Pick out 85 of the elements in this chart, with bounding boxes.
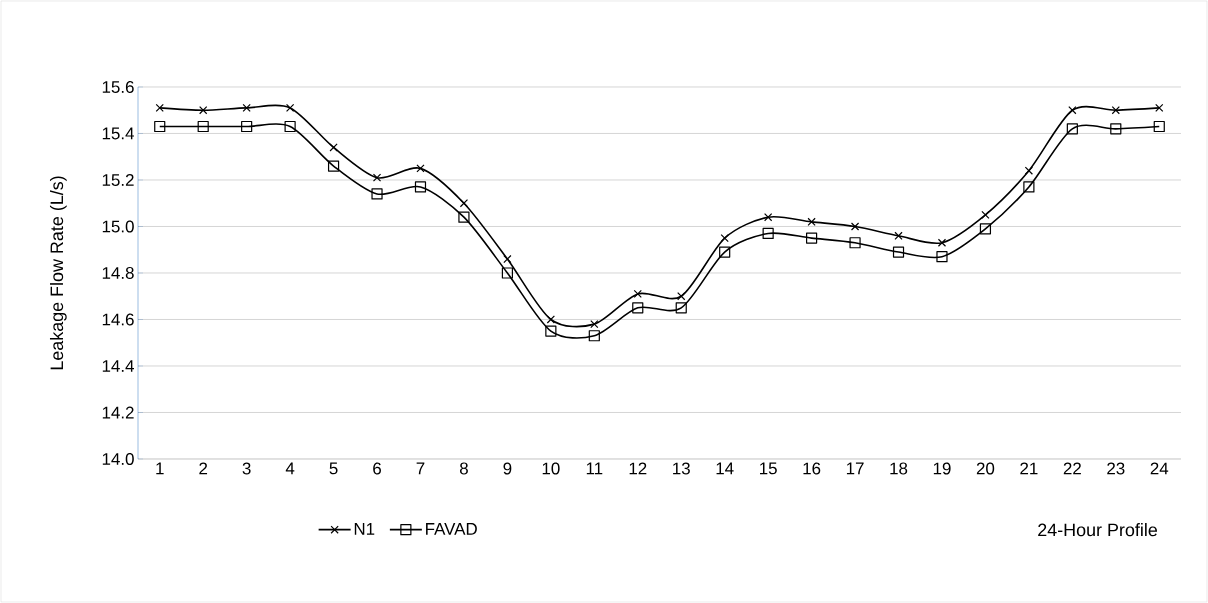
point <box>677 292 686 301</box>
x-tick-label: 18 <box>890 462 908 475</box>
point <box>327 160 340 172</box>
x-tick-label: 23 <box>1107 462 1125 475</box>
x-tick-label: 2 <box>199 462 208 475</box>
point <box>937 238 947 247</box>
y-tick-label: 14.2 <box>102 406 134 419</box>
point <box>719 246 731 258</box>
point <box>979 223 992 235</box>
point <box>416 164 425 173</box>
point <box>372 173 382 182</box>
point <box>720 233 729 243</box>
x-tick-label: 8 <box>459 462 468 475</box>
x-tick-label: 11 <box>586 462 603 475</box>
point <box>588 330 600 342</box>
point <box>459 199 469 208</box>
x-tick-label: 19 <box>933 462 951 475</box>
point <box>1066 123 1078 135</box>
x-tick-label: 24 <box>1150 462 1169 475</box>
point <box>849 237 861 249</box>
y-tick-label: 14.4 <box>102 360 134 372</box>
x-tick-label: 9 <box>503 462 512 475</box>
point <box>632 302 644 314</box>
point <box>807 217 816 226</box>
point <box>242 103 251 113</box>
y-tick-label: 14.6 <box>102 313 134 326</box>
point <box>590 320 599 329</box>
point <box>892 246 905 258</box>
point <box>936 251 948 263</box>
point <box>764 213 773 222</box>
point <box>806 232 818 244</box>
point <box>284 120 296 133</box>
point <box>633 289 642 299</box>
x-tick-label: 14 <box>716 462 734 475</box>
point <box>545 325 557 337</box>
point <box>850 222 860 231</box>
point <box>675 302 687 314</box>
x-tick-label: 20 <box>976 462 995 475</box>
point <box>285 103 295 113</box>
point <box>414 181 427 193</box>
point <box>981 210 990 219</box>
x-tick-label: 16 <box>803 462 821 475</box>
x-tick-label: 21 <box>1020 462 1038 475</box>
point <box>241 120 253 133</box>
y-tick-label: 15.6 <box>102 80 134 93</box>
x-tick-label: 15 <box>760 462 777 475</box>
legend-label: FAVAD <box>426 523 477 535</box>
point <box>546 315 555 324</box>
x-tick-label: 13 <box>673 462 690 475</box>
point <box>1068 106 1077 115</box>
x-tick-label: 12 <box>629 462 647 475</box>
y-tick-label: 15.4 <box>102 127 134 140</box>
point <box>762 227 774 240</box>
point <box>501 267 513 279</box>
x-tick-label: 5 <box>329 462 338 475</box>
point <box>503 254 512 264</box>
x-tick-label: 6 <box>373 462 381 475</box>
point <box>371 188 383 200</box>
point <box>1111 106 1120 115</box>
x-tick-label: 7 <box>416 462 425 475</box>
point <box>894 231 903 240</box>
point <box>329 143 338 152</box>
point <box>199 106 208 115</box>
x-tick-label: 3 <box>242 462 251 475</box>
point <box>1024 166 1034 175</box>
y-tick-label: 15.0 <box>102 220 134 233</box>
y-axis-title: Leakage Flow Rate (L/s) <box>49 176 67 370</box>
point <box>154 120 166 133</box>
y-tick-label: 15.2 <box>102 173 134 186</box>
x-tick-label: 1 <box>156 462 164 475</box>
x-tick-label: 17 <box>846 462 864 475</box>
point <box>1023 181 1035 193</box>
x-tick-label: 4 <box>285 462 295 475</box>
x-tick-label: 10 <box>542 462 560 475</box>
y-tick-label: 14.0 <box>102 452 134 465</box>
x-tick-label: 22 <box>1063 462 1081 475</box>
legend-label: N1 <box>354 523 375 535</box>
x-axis-title: 24-Hour Profile <box>1038 523 1158 537</box>
point <box>197 120 209 133</box>
point <box>458 211 470 223</box>
point <box>1155 103 1164 113</box>
point <box>1110 123 1122 135</box>
point <box>1153 120 1165 133</box>
point <box>155 103 164 113</box>
y-tick-label: 14.8 <box>102 266 134 279</box>
